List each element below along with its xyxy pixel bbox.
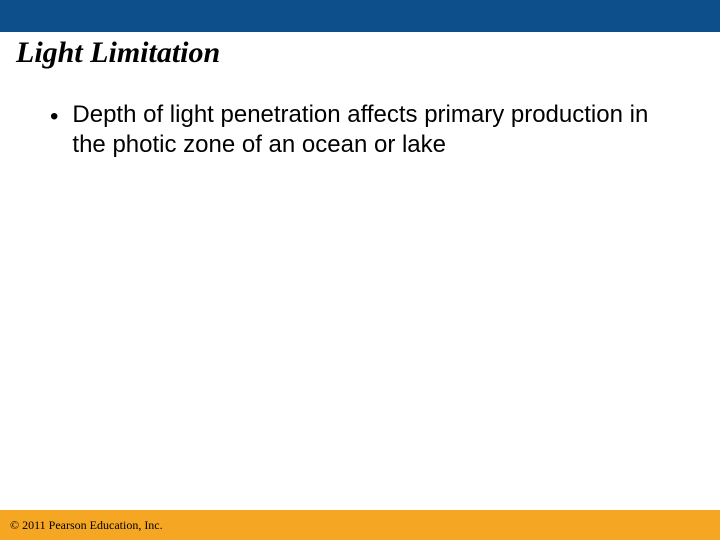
bullet-item: • Depth of light penetration affects pri… xyxy=(50,100,688,160)
top-accent-bar xyxy=(0,0,720,32)
bullet-marker: • xyxy=(50,102,58,132)
footer-bar: © 2011 Pearson Education, Inc. xyxy=(0,510,720,540)
bullet-list: • Depth of light penetration affects pri… xyxy=(0,76,720,160)
slide: Light Limitation • Depth of light penetr… xyxy=(0,0,720,540)
copyright-text: © 2011 Pearson Education, Inc. xyxy=(0,518,163,533)
slide-title: Light Limitation xyxy=(0,32,720,76)
bullet-text: Depth of light penetration affects prima… xyxy=(72,100,688,160)
